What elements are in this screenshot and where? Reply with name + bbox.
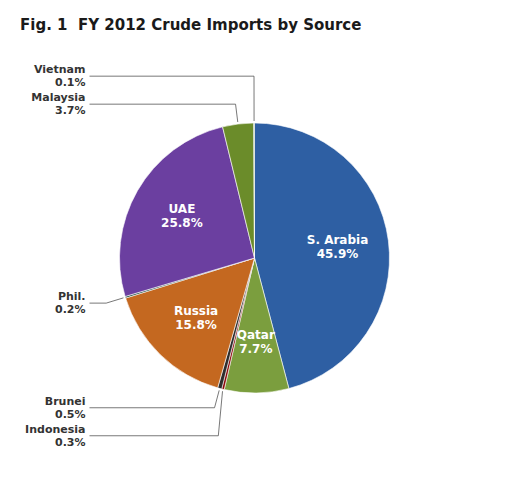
leader-line [90, 76, 255, 121]
category-label: Brunei [45, 395, 86, 408]
data-label: 0.3% [55, 436, 86, 449]
data-label: 0.5% [55, 408, 86, 421]
category-label: UAE [168, 202, 195, 216]
slice [223, 123, 255, 258]
leader-line [90, 391, 223, 436]
category-label: Indonesia [25, 423, 85, 436]
leader-lines [90, 76, 255, 436]
category-label: Qatar [237, 328, 275, 342]
title: Fig. 1 FY 2012 Crude Imports by Source [20, 16, 361, 34]
category-label: S. Arabia [307, 233, 368, 247]
slice [253, 123, 255, 258]
data-label: 45.9% [317, 247, 359, 261]
category-label: Vietnam [34, 63, 86, 76]
data-label: 3.7% [55, 104, 86, 117]
data-label: 0.2% [55, 303, 86, 316]
category-label: Malaysia [31, 91, 85, 104]
slices [120, 123, 390, 393]
leader-line [90, 104, 238, 122]
labels: S. Arabia45.9% Qatar7.7% Russia15.8% UAE25.… [25, 63, 368, 449]
category-label: Phil. [58, 290, 86, 303]
data-label: 15.8% [175, 318, 217, 332]
leader-line [90, 298, 124, 303]
data-label: 25.8% [161, 216, 203, 230]
data-label: 7.7% [239, 342, 272, 356]
data-label: 0.1% [55, 76, 86, 89]
leader-line [90, 390, 220, 407]
category-label: Russia [174, 304, 218, 318]
